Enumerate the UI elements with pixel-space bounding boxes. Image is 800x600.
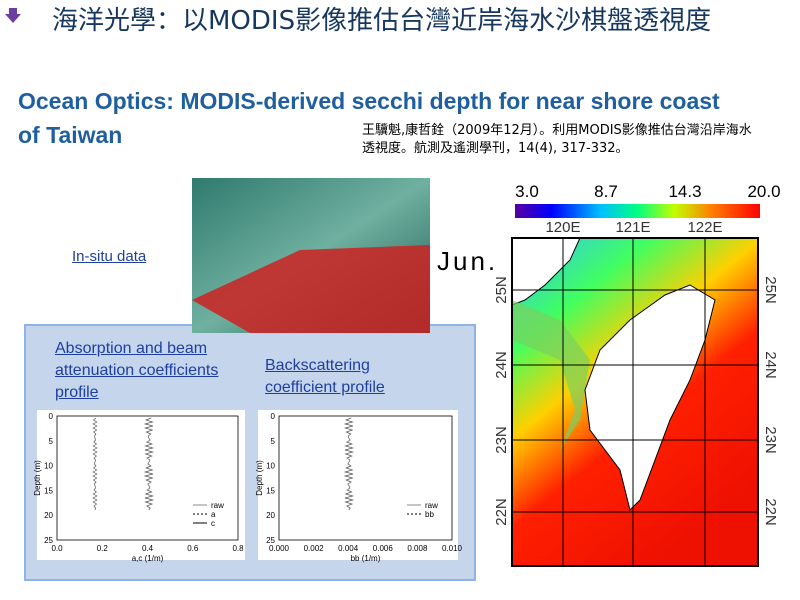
plot-bg <box>258 410 458 560</box>
x-tick-label: 0.8 <box>232 544 244 553</box>
y-tick-label: 0 <box>271 412 276 421</box>
lat-label: 25N <box>762 276 779 304</box>
y-tick-label: 15 <box>266 486 275 495</box>
map-labels: 3.0 8.7 14.3 20.0 120E 120E 121E 121E 122E 122E 25… <box>493 182 781 584</box>
y-tick-label: 25 <box>266 536 275 545</box>
legend-label: a <box>211 510 216 519</box>
title: 海洋光學：以MODIS影像推估台灣近岸海水沙棋盤透視度 <box>52 6 712 36</box>
colorbar <box>515 204 760 218</box>
caption: Absorption and beam attenuation coeffici… <box>55 340 219 401</box>
citation: 王驥魁,康哲銓（2009年12月）。利用MODIS影像推估台灣沿岸海水透視度。航… <box>362 123 752 156</box>
lat-label: 25N <box>493 276 510 304</box>
y-tick-label: 15 <box>44 486 53 495</box>
y-tick-label: 20 <box>44 511 53 520</box>
subtitle: Ocean Optics: MODIS-derived secchi depth… <box>18 88 720 148</box>
x-axis-label: bb (1/m) <box>351 554 381 563</box>
map-month: Jun. <box>437 246 498 276</box>
y-tick-label: 10 <box>266 462 275 471</box>
colorbar-tick: 3.0 <box>515 182 539 201</box>
lat-label: 23N <box>762 426 779 454</box>
map-grid <box>511 237 759 567</box>
y-axis-label: Depth (m) <box>33 460 42 496</box>
x-tick-label: 0.4 <box>142 544 154 553</box>
taiwan <box>584 284 716 511</box>
legend-label: c <box>211 519 215 528</box>
profile-trace <box>343 417 355 511</box>
y-tick-label: 5 <box>271 437 276 446</box>
y-tick-label: 25 <box>44 536 53 545</box>
plot-bg <box>37 410 245 560</box>
lon-label: 122E <box>687 219 722 236</box>
y-tick-label: 20 <box>266 511 275 520</box>
coastal-water <box>512 300 590 450</box>
lon-label: 121E <box>615 567 650 584</box>
lat-label: 24N <box>493 351 510 379</box>
x-tick-label: 0.2 <box>97 544 109 553</box>
colorbar-tick: 14.3 <box>668 182 701 201</box>
lon-label: 122E <box>687 567 722 584</box>
x-tick-label: 0.006 <box>373 544 394 553</box>
legend-label: raw <box>425 501 438 510</box>
y-axis-label: Depth (m) <box>255 460 264 496</box>
lat-label: 22N <box>762 498 779 526</box>
lon-label: 120E <box>545 219 580 236</box>
y-tick-label: 5 <box>49 437 54 446</box>
profile-trace <box>143 417 155 511</box>
lat-label: 24N <box>762 351 779 379</box>
lat-label: 22N <box>493 498 510 526</box>
x-tick-label: 0.010 <box>442 544 463 553</box>
x-tick-label: 0.008 <box>407 544 428 553</box>
x-tick-label: 0.004 <box>338 544 359 553</box>
map-frame <box>511 237 759 567</box>
bullet-icon <box>5 8 21 23</box>
lon-label: 121E <box>615 219 650 236</box>
photo-boat <box>192 245 430 333</box>
x-axis-label: a,c (1/m) <box>132 554 164 563</box>
x-tick-label: 0.0 <box>51 544 63 553</box>
x-tick-label: 0.6 <box>187 544 199 553</box>
plot-frame <box>278 415 453 541</box>
legend-label: bb <box>425 510 434 519</box>
x-tick-label: 0.002 <box>304 544 325 553</box>
x-tick-label: 0.000 <box>269 544 290 553</box>
lat-label: 23N <box>493 426 510 454</box>
plot-frame <box>56 415 239 541</box>
profile-trace <box>92 417 98 511</box>
caption: Backscattering coefficient profile <box>265 357 385 396</box>
legend-label: raw <box>211 501 224 510</box>
colorbar-tick: 20.0 <box>747 182 780 201</box>
insitu-label: In-situ data <box>72 248 147 265</box>
y-tick-label: 0 <box>49 412 54 421</box>
lon-label: 120E <box>545 567 580 584</box>
colorbar-tick: 8.7 <box>594 182 618 201</box>
y-tick-label: 10 <box>44 462 53 471</box>
